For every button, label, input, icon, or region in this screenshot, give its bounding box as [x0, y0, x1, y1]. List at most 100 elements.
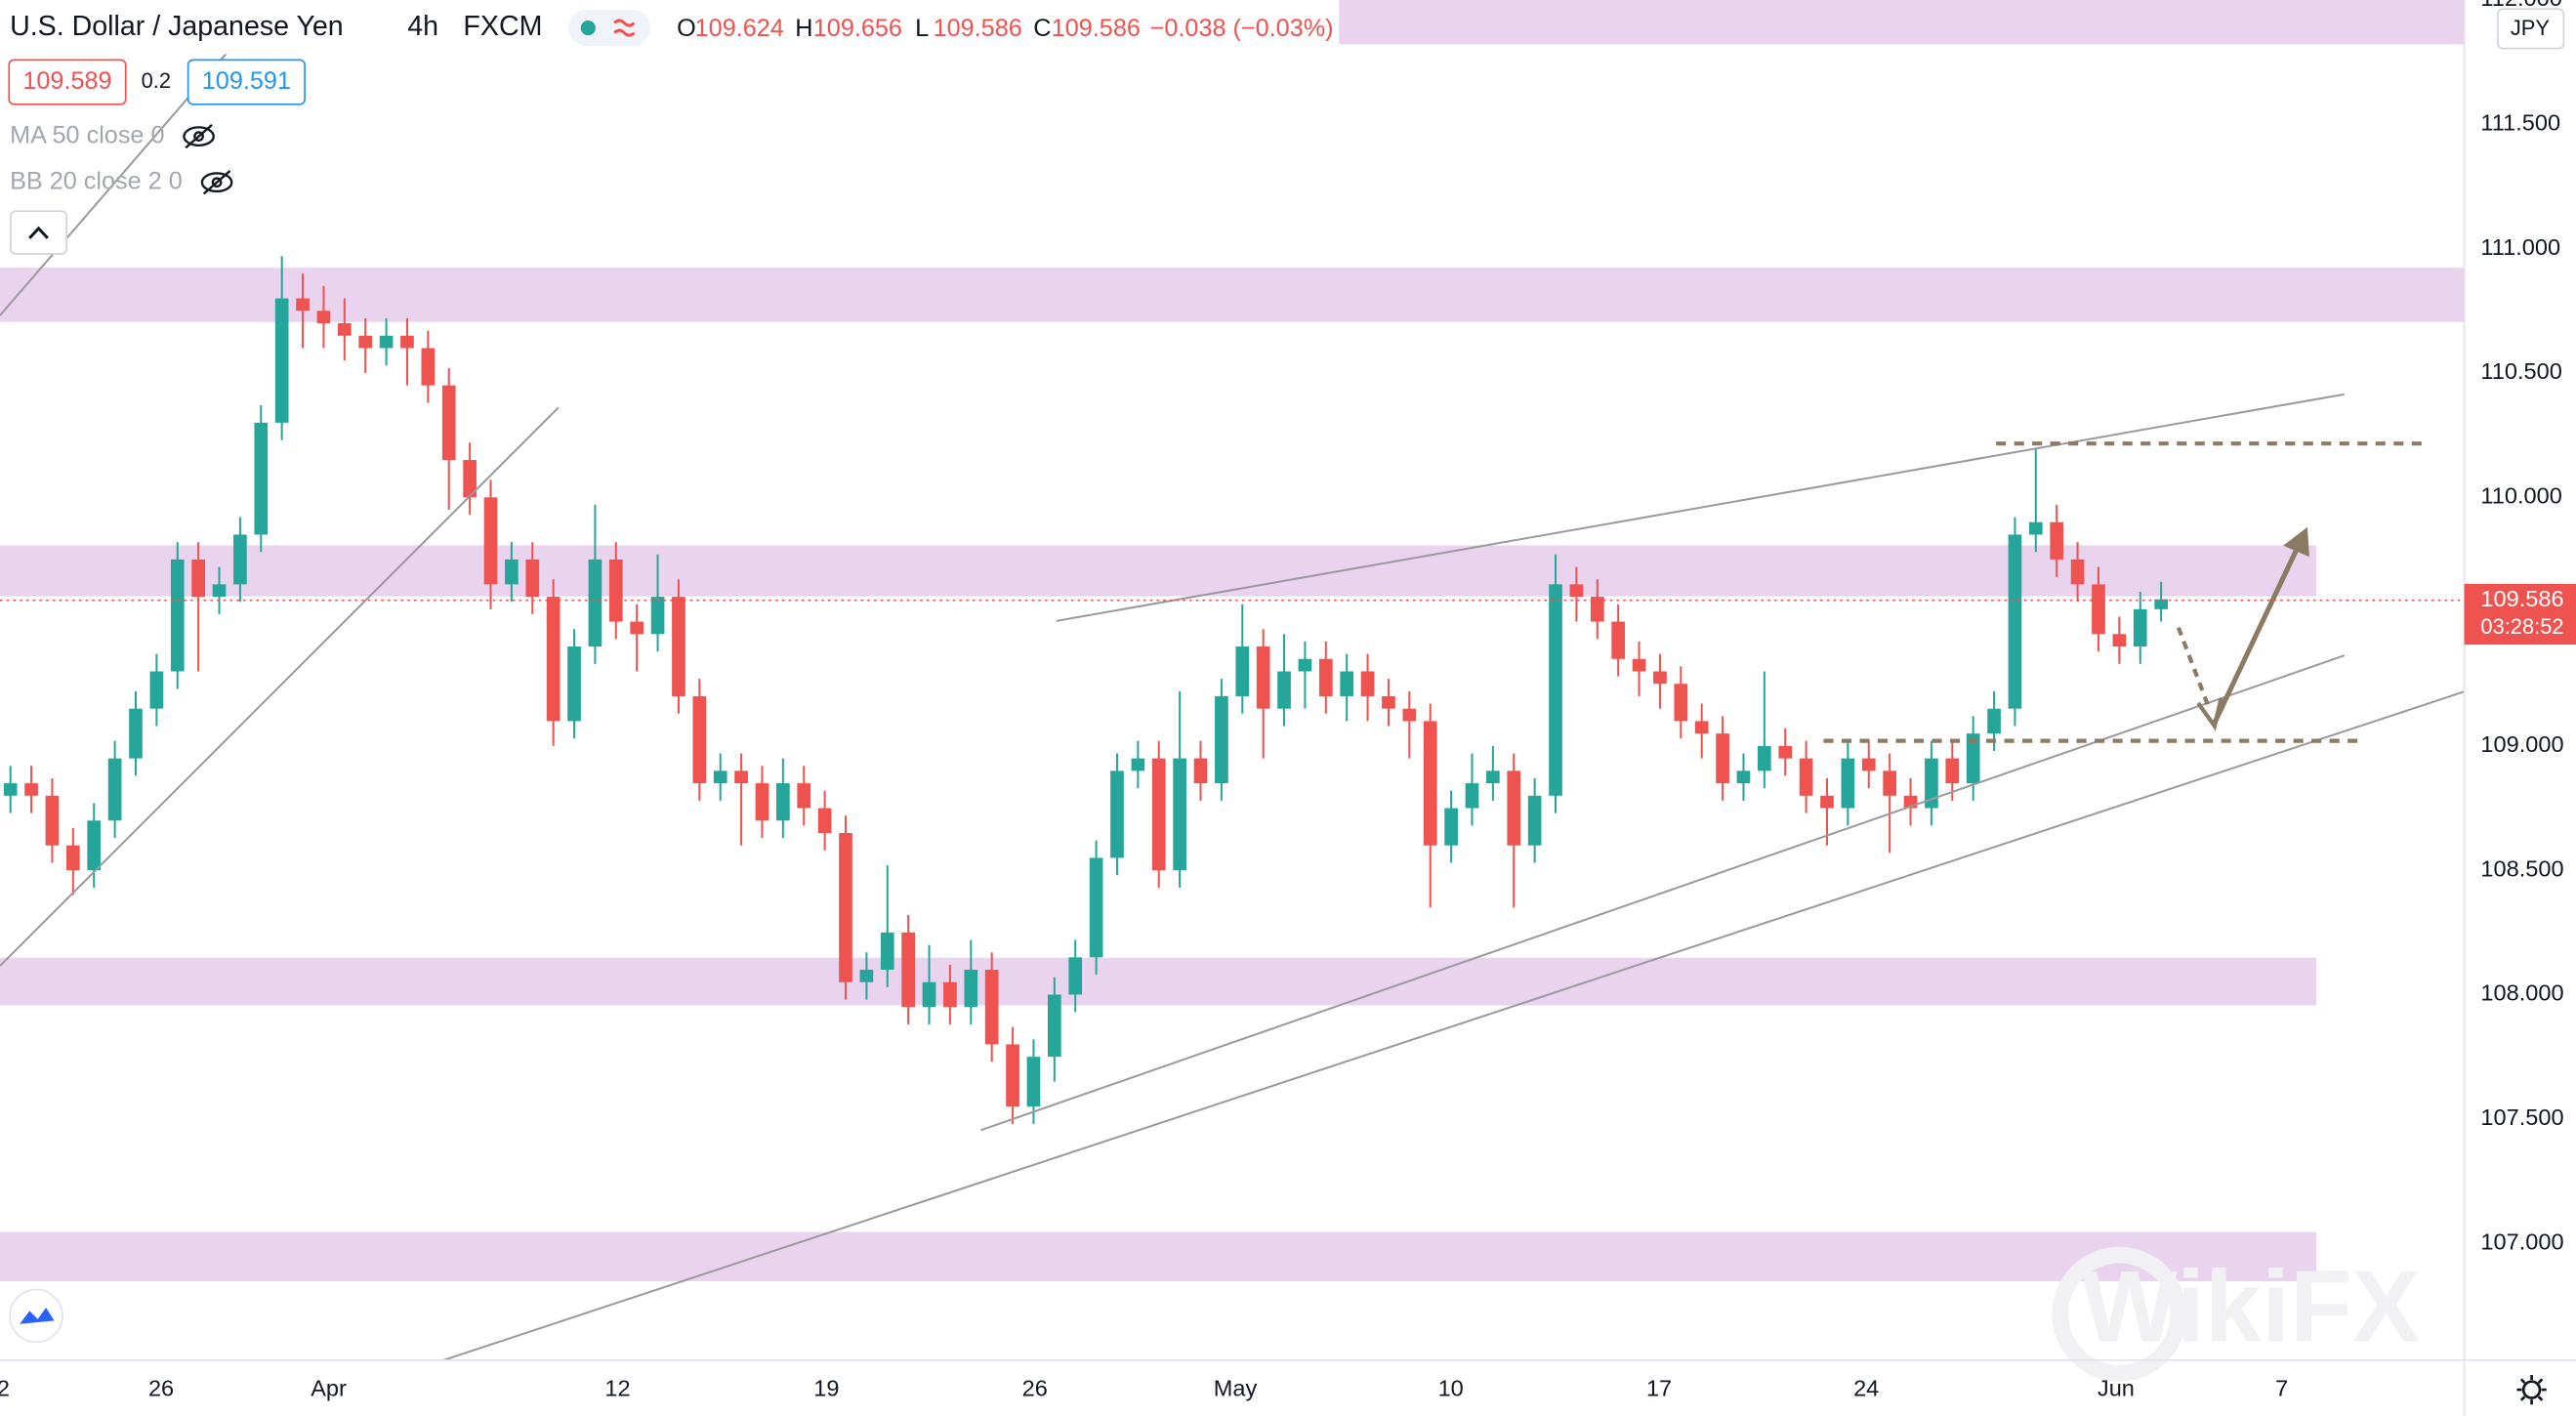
candle-body	[379, 335, 394, 349]
candle-body	[901, 932, 915, 1008]
candle-body	[1549, 584, 1562, 796]
candle-body	[2133, 608, 2147, 647]
hide-icon[interactable]	[183, 123, 215, 149]
arrow-head	[2283, 526, 2309, 558]
candle-body	[588, 559, 602, 647]
candle-body	[1694, 721, 1709, 734]
candle-body	[1527, 795, 1542, 846]
currency-box[interactable]	[2497, 8, 2565, 50]
ohlc-label: O	[677, 15, 696, 42]
candle-body	[922, 981, 936, 1008]
settings-icon[interactable]	[2516, 1374, 2547, 1405]
x-tick-label: Apr	[311, 1375, 347, 1400]
x-tick-label: 2	[0, 1375, 10, 1400]
change: −0.038 (−0.03%)	[1150, 15, 1334, 42]
trend-line	[1056, 393, 2345, 622]
candle-body	[1068, 957, 1083, 995]
candle-body	[316, 311, 331, 324]
currency: JPY	[2511, 16, 2551, 40]
y-tick-label: 111.000	[2480, 234, 2560, 260]
zones	[0, 0, 2465, 1282]
y-tick-label: 110.500	[2480, 358, 2561, 384]
buy-price: 109.591	[202, 67, 291, 95]
candle-body	[880, 932, 894, 971]
candle-body	[254, 422, 269, 535]
status-icon	[613, 19, 636, 37]
candle-body	[776, 783, 790, 821]
candle-body	[129, 708, 143, 759]
candle-body	[672, 597, 686, 696]
candle-body	[734, 770, 748, 784]
candle-body	[1026, 1057, 1041, 1107]
candle-body	[149, 671, 164, 709]
hide-icon[interactable]	[200, 170, 233, 195]
candle-body	[1799, 758, 1813, 796]
arrow	[2176, 626, 2212, 711]
candle-body	[24, 783, 38, 796]
candle-body	[1256, 646, 1270, 709]
candle-body	[1736, 770, 1751, 784]
candle-body	[400, 335, 414, 349]
candle-body	[1402, 708, 1417, 722]
candle-body	[859, 970, 874, 982]
candle-body	[1674, 684, 1688, 722]
x-tick-label: 19	[813, 1375, 839, 1400]
ohlc-value: 109.656	[813, 15, 902, 42]
last-price-label: 109.586	[2480, 586, 2563, 611]
candle-body	[1590, 597, 1604, 622]
interval: 4h	[407, 11, 438, 42]
drawings	[0, 48, 2465, 1361]
candle-body	[1277, 671, 1291, 709]
candle-body	[2028, 521, 2043, 535]
candle-body	[1465, 783, 1479, 809]
candle-body	[1298, 658, 1312, 672]
sell-box[interactable]	[8, 59, 127, 105]
x-tick-label: 26	[1022, 1375, 1048, 1400]
sell-price: 109.589	[22, 67, 111, 95]
candle-body	[2092, 584, 2105, 635]
watermark: WikiFX	[2081, 1250, 2420, 1363]
candle-body	[87, 820, 102, 871]
buy-box[interactable]	[187, 59, 306, 105]
collapse-button[interactable]	[10, 210, 67, 255]
candle-body	[567, 646, 581, 722]
watermark-logo	[2052, 1246, 2187, 1382]
candle-body	[755, 783, 769, 821]
candle-body	[964, 970, 978, 1008]
y-tick-label: 107.000	[2480, 1229, 2563, 1254]
candle-body	[1611, 621, 1626, 659]
candle-body	[1632, 658, 1646, 672]
candle-body	[1215, 695, 1228, 784]
candle-body	[2154, 599, 2168, 609]
candle-body	[1778, 745, 1793, 759]
candle-body	[505, 559, 519, 585]
candles	[3, 256, 2168, 1124]
x-tick-label: 10	[1438, 1375, 1464, 1400]
x-tick-label: 7	[2275, 1375, 2288, 1400]
candle-body	[1716, 733, 1729, 784]
candle-body	[170, 559, 185, 672]
indicator: BB 20 close 2 0	[10, 167, 183, 194]
candle-body	[274, 298, 289, 423]
zone	[0, 545, 2317, 597]
candle-body	[1235, 646, 1250, 696]
candle-body	[2070, 559, 2085, 585]
candle-body	[797, 783, 811, 809]
indicator: MA 50 close 0	[10, 121, 164, 148]
collapse-icon	[28, 226, 49, 239]
candle-body	[1966, 733, 1980, 784]
candle-body	[2008, 534, 2022, 709]
candle-body	[65, 845, 80, 871]
status-pill[interactable]	[568, 10, 651, 47]
last-price-label-bg	[2464, 583, 2576, 646]
candle-body	[1423, 721, 1437, 846]
candle-body	[1861, 758, 1876, 771]
y-tick-label: 112.000	[2480, 0, 2561, 11]
candle-body	[2050, 521, 2064, 560]
candle-body	[630, 621, 644, 635]
x-tick-label: 26	[148, 1375, 174, 1400]
candle-body	[463, 460, 477, 498]
y-tick-label: 107.500	[2480, 1104, 2563, 1130]
